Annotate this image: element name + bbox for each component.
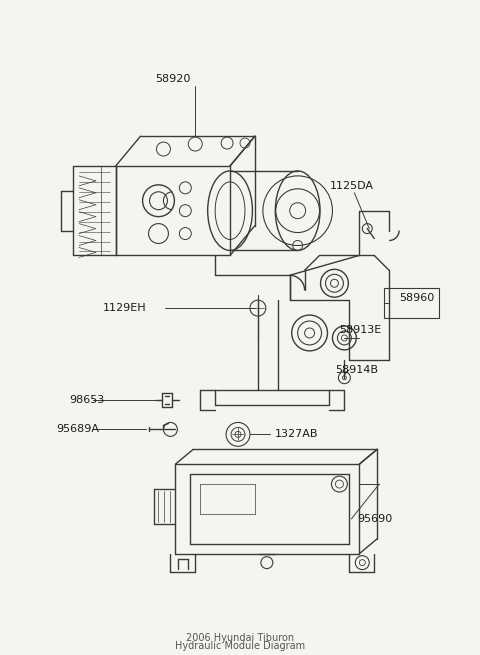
Text: 1129EH: 1129EH [103, 303, 146, 313]
Text: Hydraulic Module Diagram: Hydraulic Module Diagram [175, 641, 305, 651]
Text: 1125DA: 1125DA [329, 181, 373, 191]
Text: 95690: 95690 [357, 514, 393, 524]
Text: 95689A: 95689A [56, 424, 99, 434]
Text: 58920: 58920 [156, 75, 191, 84]
Text: 58960: 58960 [399, 293, 434, 303]
Text: 2006 Hyundai Tiburon: 2006 Hyundai Tiburon [186, 633, 294, 643]
Text: 58914B: 58914B [336, 365, 378, 375]
Text: 98653: 98653 [69, 394, 104, 405]
Bar [384, 288, 439, 318]
Text: 58913E: 58913E [339, 325, 382, 335]
Text: 1327AB: 1327AB [275, 430, 318, 440]
